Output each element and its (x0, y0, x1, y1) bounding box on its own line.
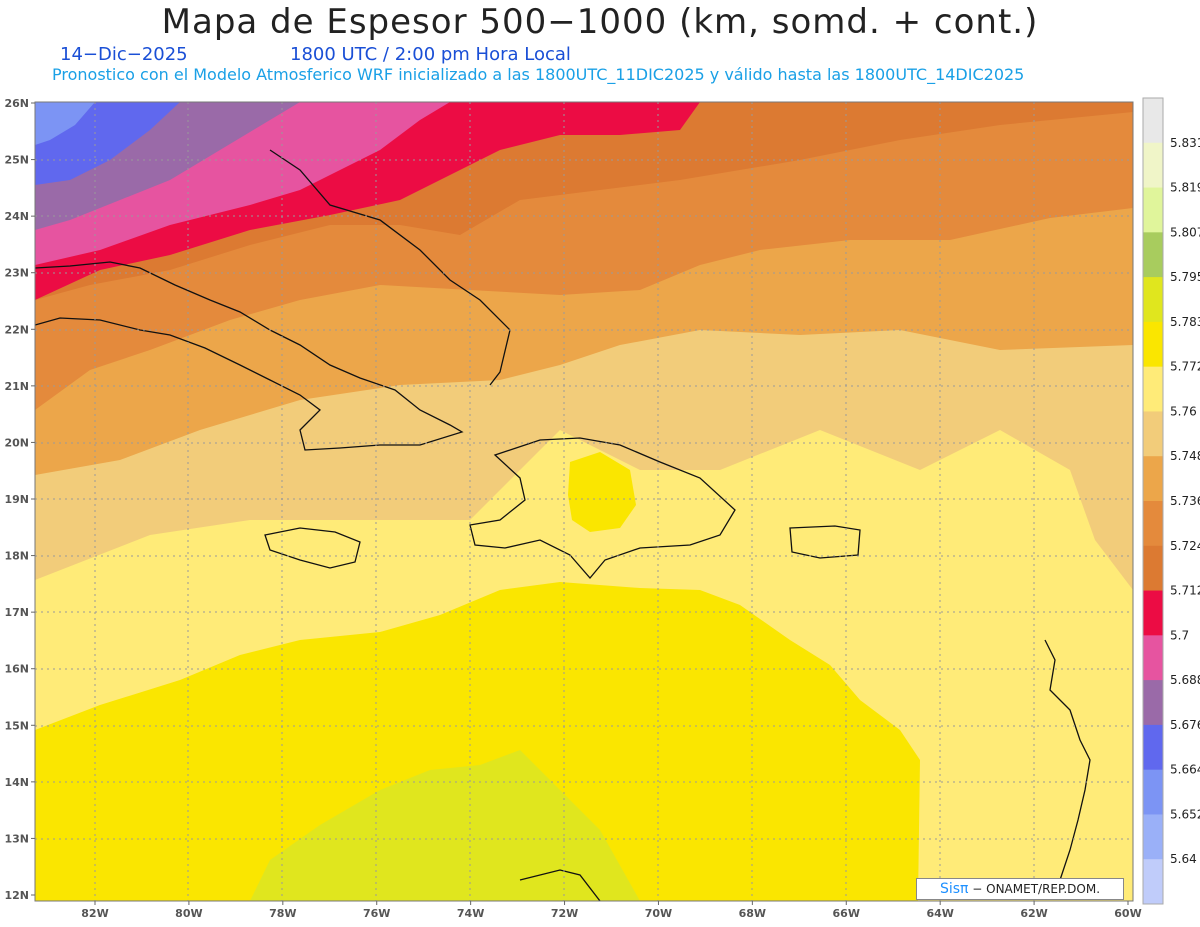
lat-label: 25N (4, 154, 29, 167)
lon-label: 66W (833, 907, 860, 920)
colorbar-swatch (1143, 724, 1163, 771)
sispi-logo: Sisπ (939, 881, 969, 897)
map-frame (34, 101, 1134, 902)
lat-label: 26N (4, 97, 29, 110)
lat-label: 14N (4, 776, 29, 789)
lon-label: 76W (363, 907, 390, 920)
colorbar-label: 5.795 (1170, 270, 1200, 284)
lon-label: 60W (1114, 907, 1141, 920)
lat-label: 13N (4, 832, 29, 845)
lat-label: 22N (4, 323, 29, 336)
colorbar-swatch (1143, 366, 1163, 412)
colorbar-swatch (1143, 456, 1163, 502)
colorbar-label: 5.736 (1170, 494, 1200, 508)
lon-label: 72W (551, 907, 578, 920)
lat-label: 17N (4, 606, 29, 619)
puerto-rico-outline (789, 525, 861, 559)
map-title: Mapa de Espesor 500−1000 (km, somd. + co… (161, 2, 1039, 42)
band-5652 (35, 102, 95, 145)
band-5783 (250, 750, 640, 901)
colorbar-swatch (1143, 680, 1163, 726)
lon-label: 64W (926, 907, 953, 920)
lat-label: 19N (4, 493, 29, 506)
colorbar-swatch (1143, 142, 1163, 189)
colorbar-label: 5.807 (1170, 225, 1200, 239)
colorbar-label: 5.7 (1170, 628, 1189, 642)
latitude-labels: 26N 25N 24N 23N 22N 21N 20N 19N 18N 17N 16N 15N 14N 1… (4, 97, 35, 902)
lon-label: 82W (81, 907, 108, 920)
forecast-time: 1800 UTC / 2:00 pm Hora Local (290, 44, 571, 65)
lon-label: 68W (739, 907, 766, 920)
venezuela-coast (519, 869, 601, 901)
colorbar-label: 5.724 (1170, 539, 1200, 553)
lat-label: 15N (4, 719, 29, 732)
jamaica-outline (264, 527, 361, 569)
colorbar-label: 5.772 (1170, 360, 1200, 374)
colorbar-label: 5.783 (1170, 315, 1200, 329)
colorbar-swatch (1143, 501, 1163, 547)
colorbar-label: 5.76 (1170, 404, 1197, 418)
colorbar-swatch (1143, 859, 1163, 905)
colorbar-label: 5.652 (1170, 807, 1200, 821)
colorbar-label: 5.748 (1170, 449, 1200, 463)
lat-label: 23N (4, 267, 29, 280)
colorbar-swatch (1143, 814, 1163, 860)
lat-label: 20N (4, 436, 29, 449)
colorbar-swatch (1143, 277, 1163, 323)
colorbar-swatch (1143, 769, 1163, 815)
colorbar-label: 5.819 (1170, 181, 1200, 195)
lon-label: 80W (175, 907, 202, 920)
lon-label: 74W (457, 907, 484, 920)
colorbar-swatch (1143, 411, 1163, 457)
lat-label: 21N (4, 380, 29, 393)
colorbar-label: 5.664 (1170, 763, 1200, 777)
lon-label: 78W (269, 907, 296, 920)
bahamas-outline (269, 149, 511, 386)
model-description: Pronostico con el Modelo Atmosferico WRF… (52, 65, 1025, 84)
band-5772-hispaniola (568, 452, 636, 532)
credit-box: Sisπ − ONAMET/REP.DOM. (916, 878, 1124, 900)
colorbar: 5.831 5.819 5.807 5.795 5.783 5.772 5.76 5.748 5… (1142, 97, 1200, 905)
colorbar-swatch (1143, 545, 1163, 592)
lesser-antilles-outline (1044, 639, 1091, 881)
lon-label: 62W (1020, 907, 1047, 920)
hispaniola-outline (469, 437, 736, 580)
lat-label: 16N (4, 663, 29, 676)
colorbar-swatch (1143, 590, 1163, 636)
cuba-outline (35, 261, 464, 451)
lon-label: 70W (645, 907, 672, 920)
forecast-date: 14−Dic−2025 (60, 44, 188, 65)
credit-text: − ONAMET/REP.DOM. (968, 882, 1101, 896)
map-plot-area (35, 102, 1133, 901)
coastlines (35, 149, 1091, 901)
graticule (35, 102, 1133, 901)
colorbar-label: 5.712 (1170, 584, 1200, 598)
colorbar-swatch (1143, 321, 1163, 368)
colorbar-swatch (1143, 635, 1163, 681)
lat-label: 24N (4, 210, 29, 223)
colorbar-label: 5.676 (1170, 718, 1200, 732)
colorbar-label: 5.64 (1170, 852, 1197, 866)
colorbar-swatch (1143, 98, 1163, 144)
lat-label: 12N (4, 889, 29, 902)
colorbar-frame (1142, 97, 1164, 905)
lat-label: 18N (4, 550, 29, 563)
longitude-labels: 82W 80W 78W 76W 74W 72W 70W 68W 66W 64W 62W 60W (81, 901, 1142, 920)
colorbar-swatch (1143, 232, 1163, 278)
colorbar-label: 5.831 (1170, 136, 1200, 150)
band-5772 (35, 582, 920, 901)
colorbar-swatch (1143, 187, 1163, 233)
colorbar-label: 5.688 (1170, 673, 1200, 687)
